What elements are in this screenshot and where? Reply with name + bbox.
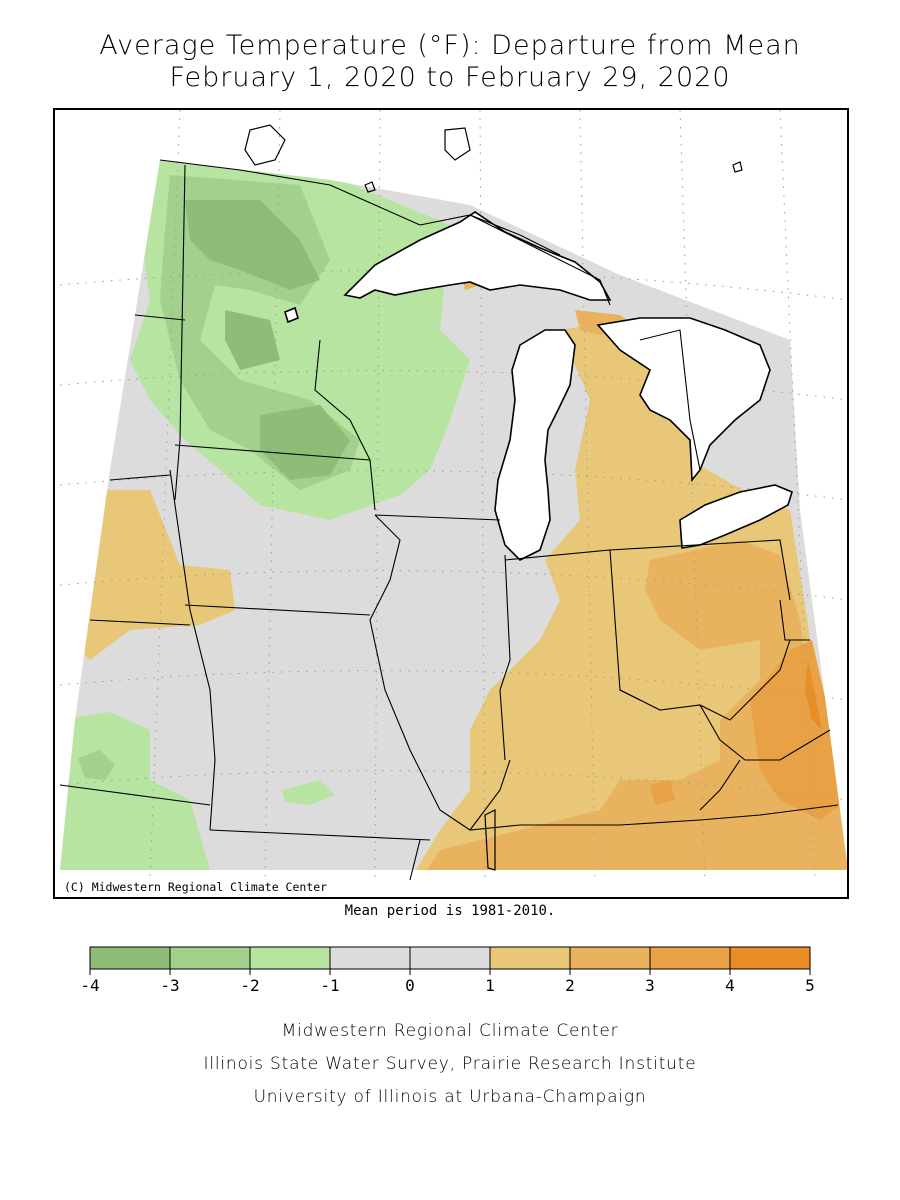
legend-colorbar [89, 946, 811, 975]
legend-swatch [249, 946, 331, 970]
lake-superior [343, 211, 612, 301]
lake-huron [596, 317, 771, 483]
legend-swatch [329, 946, 411, 970]
legend-tick: -2 [240, 976, 260, 995]
legend-tick: -1 [320, 976, 340, 995]
region-above-normal-upper [460, 265, 640, 335]
legend-swatch [409, 946, 491, 970]
legend-tick: 2 [565, 976, 575, 995]
mean-period-note: Mean period is 1981-2010. [344, 903, 556, 919]
map-frame [53, 108, 849, 899]
legend-swatch [569, 946, 651, 970]
lake-winnipeg-shore [284, 306, 299, 324]
legend-tick: -4 [80, 976, 100, 995]
legend-tick: 1 [485, 976, 495, 995]
lat-lon-grid [59, 109, 848, 881]
map-title-line-1: Average Temperature (°F): Departure from… [99, 30, 801, 61]
legend-tick: -3 [160, 976, 180, 995]
lake-erie [679, 484, 793, 549]
legend-tick: 4 [725, 976, 735, 995]
legend-swatch [649, 946, 731, 970]
credit-line-3: University of Illinois at Urbana-Champai… [253, 1087, 647, 1107]
region-below-normal-small [282, 780, 335, 805]
region-above-normal-3-4 [650, 640, 848, 820]
copyright-label: (C) Midwestern Regional Climate Center [58, 879, 334, 895]
region-above-normal-2-3 [420, 540, 848, 870]
legend-swatch [489, 946, 571, 970]
legend-swatch [89, 946, 171, 970]
region-above-normal-west [70, 490, 235, 660]
legend-swatch [729, 946, 811, 970]
map-canvas [59, 109, 848, 881]
legend-tick: 5 [805, 976, 815, 995]
legend-swatch [169, 946, 251, 970]
legend-tick: 0 [405, 976, 415, 995]
region-much-below-normal [185, 200, 350, 480]
coastline-details [244, 124, 743, 871]
credit-line-1: Midwestern Regional Climate Center [281, 1021, 619, 1041]
great-lakes [284, 211, 793, 561]
lake-michigan [494, 329, 576, 561]
credit-line-2: Illinois State Water Survey, Prairie Res… [203, 1054, 697, 1074]
region-above-normal-4-5 [805, 660, 822, 730]
map-title-line-2: February 1, 2020 to February 29, 2020 [169, 62, 731, 93]
legend-tick: 3 [645, 976, 655, 995]
region-much-below-southwest [78, 750, 115, 780]
state-boundaries [59, 159, 839, 881]
